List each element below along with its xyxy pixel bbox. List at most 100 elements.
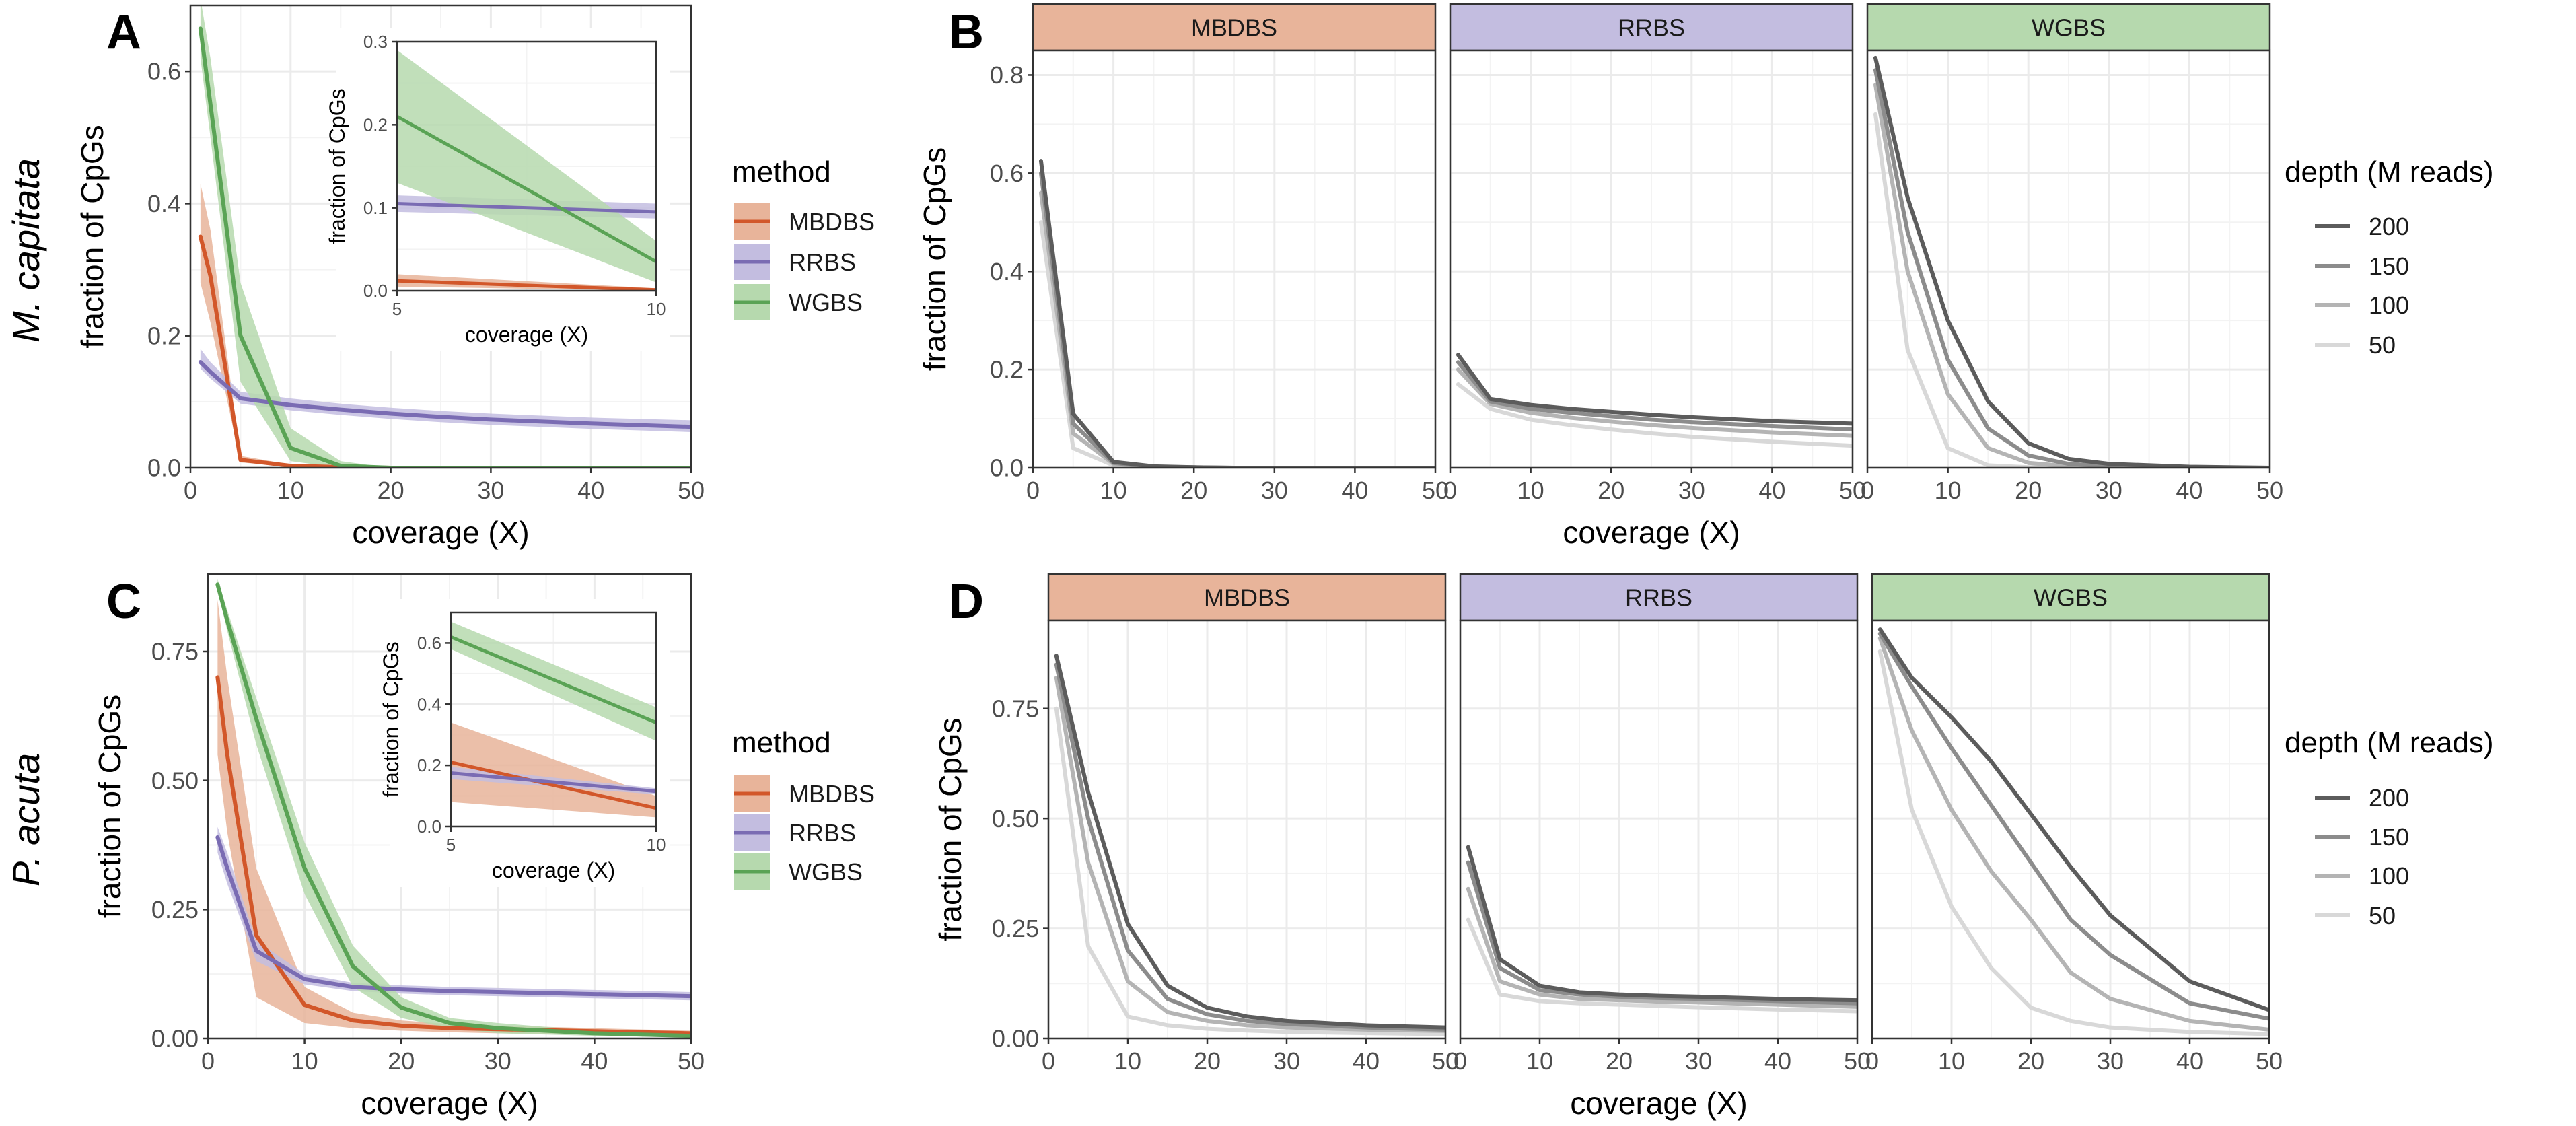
x-tick-label: 50 <box>678 1047 705 1075</box>
legend-label-mbdbs: MBDBS <box>789 780 875 808</box>
row-label-m-capitata: M. capitata <box>5 158 47 343</box>
x-tick-label: 40 <box>1758 477 1785 504</box>
y-tick-label: 0.00 <box>151 1025 199 1053</box>
legend-label-depth-200: 200 <box>2369 784 2409 812</box>
y-tick-label: 0.6 <box>417 633 441 654</box>
legend-label-depth-50: 50 <box>2369 331 2396 359</box>
series-line-150 <box>1466 860 1857 1006</box>
x-axis-title: coverage (X) <box>1570 1086 1747 1121</box>
x-tick-label: 30 <box>1685 1047 1712 1075</box>
confidence-band-rrbs <box>200 349 691 433</box>
depth-legend-title: depth (M reads) <box>2285 726 2494 759</box>
confidence-band-mbdbs <box>451 722 656 818</box>
y-tick-label: 0.50 <box>992 805 1039 833</box>
legend-label-rrbs: RRBS <box>789 248 856 276</box>
inset-y-axis-title: fraction of CpGs <box>325 88 349 244</box>
x-tick-label: 5 <box>446 835 456 855</box>
x-tick-label: 0 <box>184 477 197 504</box>
y-tick-label: 0.0 <box>147 454 181 482</box>
x-tick-label: 40 <box>2176 477 2203 504</box>
x-tick-label: 10 <box>1938 1047 1965 1075</box>
x-tick-label: 50 <box>1839 477 1866 504</box>
depth-legend-top: depth (M reads) 200 150 100 50 <box>2285 155 2494 359</box>
series-line-rrbs <box>451 771 656 794</box>
y-tick-label: 0.25 <box>151 896 199 923</box>
inset-chart: 5 10 0.0 0.2 0.4 0.6 coverage (X) fraction of C… <box>379 599 670 887</box>
x-tick-label: 50 <box>1432 1047 1459 1075</box>
x-tick-label: 20 <box>2015 477 2042 504</box>
y-tick-label: 0.4 <box>990 258 1024 285</box>
y-tick-label: 0.75 <box>151 638 199 666</box>
panel-label-c: C <box>106 575 141 629</box>
x-tick-label: 0 <box>1443 477 1457 504</box>
facet-strip-mbdbs <box>1032 3 1437 52</box>
y-tick-label: 0.2 <box>147 322 181 349</box>
chart-panel-d: MBDBS 0 10 20 30 40 50 0.00 0.25 0.50 0.75 RRBS 0 10 2… <box>933 573 2283 1121</box>
legend-label-mbdbs: MBDBS <box>789 208 875 236</box>
x-tick-label: 40 <box>2176 1047 2203 1075</box>
y-tick-label: 0.1 <box>363 198 388 218</box>
legend-label-depth-100: 100 <box>2369 291 2409 319</box>
y-tick-label: 0.3 <box>363 32 388 52</box>
x-tick-label: 30 <box>1678 477 1705 504</box>
x-tick-label: 30 <box>1273 1047 1300 1075</box>
y-axis-title: fraction of CpGs <box>917 147 952 371</box>
x-tick-label: 30 <box>477 477 504 504</box>
facet-strip-wgbs <box>1866 3 2271 52</box>
series-line-150 <box>1877 631 2269 1021</box>
x-tick-label: 10 <box>277 477 304 504</box>
panel-label-b: B <box>949 5 984 59</box>
y-tick-label: 0.0 <box>417 816 441 837</box>
series-line-200 <box>1054 654 1445 1030</box>
depth-legend-title: depth (M reads) <box>2285 155 2494 188</box>
x-tick-label: 50 <box>1844 1047 1871 1075</box>
x-tick-label: 10 <box>1100 477 1127 504</box>
facet-wgbs: WGBS 0 10 20 30 40 50 <box>1861 3 2283 504</box>
legend-label-depth-150: 150 <box>2369 823 2409 851</box>
plot-border <box>396 40 657 292</box>
x-tick-label: 50 <box>2256 1047 2283 1075</box>
x-tick-label: 30 <box>2096 477 2122 504</box>
series-line-50 <box>1456 382 1853 448</box>
series-line-wgbs <box>215 582 691 1039</box>
depth-legend-bottom: depth (M reads) 200 150 100 50 <box>2285 726 2494 929</box>
confidence-band-wgbs <box>217 579 691 1038</box>
x-tick-label: 40 <box>581 1047 608 1075</box>
x-tick-label: 0 <box>1026 477 1040 504</box>
series-line-100 <box>1038 190 1435 468</box>
series-line-mbdbs <box>451 761 656 810</box>
method-legend-title: method <box>732 155 831 188</box>
y-tick-label: 0.0 <box>363 281 388 301</box>
x-tick-label: 0 <box>1042 1047 1055 1075</box>
series-line-150 <box>1456 360 1853 432</box>
x-tick-label: 30 <box>485 1047 511 1075</box>
x-tick-label: 40 <box>1764 1047 1791 1075</box>
series-line-rrbs <box>198 359 691 429</box>
x-tick-label: 5 <box>392 299 402 319</box>
series-line-50 <box>1877 649 2269 1036</box>
chart-panel-b: MBDBS 0 10 20 30 40 50 0.0 0.2 0.4 0.6 0.8 RRBS 0 10 20… <box>917 3 2283 550</box>
legend-label-wgbs: WGBS <box>789 289 863 316</box>
series-line-50 <box>1466 917 1857 1014</box>
x-tick-label: 10 <box>647 835 666 855</box>
y-tick-label: 0.4 <box>147 190 181 217</box>
plot-border <box>450 611 657 828</box>
series-line-100 <box>1466 886 1857 1009</box>
y-tick-label: 0.6 <box>990 160 1024 187</box>
facet-strip-label-wgbs: WGBS <box>2034 584 2108 612</box>
series-line-200 <box>1466 845 1857 1003</box>
x-tick-label: 20 <box>1180 477 1207 504</box>
facet-wgbs: WGBS 0 10 20 30 40 50 <box>1865 573 2283 1075</box>
x-tick-label: 50 <box>678 477 705 504</box>
inset-chart: 5 10 0.0 0.1 0.2 0.3 coverage (X) fraction of C… <box>325 28 670 351</box>
series-line-50 <box>1038 220 1435 468</box>
plot-border <box>1459 619 1859 1040</box>
facet-strip-rrbs <box>1449 3 1854 52</box>
chart-panel-a: 0 10 20 30 40 50 0.0 0.2 0.4 0.6 coverage (X) fract… <box>75 4 705 550</box>
panel-label-d: D <box>949 575 984 629</box>
y-tick-label: 0.50 <box>151 767 199 794</box>
x-tick-label: 50 <box>1422 477 1449 504</box>
facet-strip-label-rrbs: RRBS <box>1625 584 1692 612</box>
plot-border <box>1871 619 2270 1040</box>
